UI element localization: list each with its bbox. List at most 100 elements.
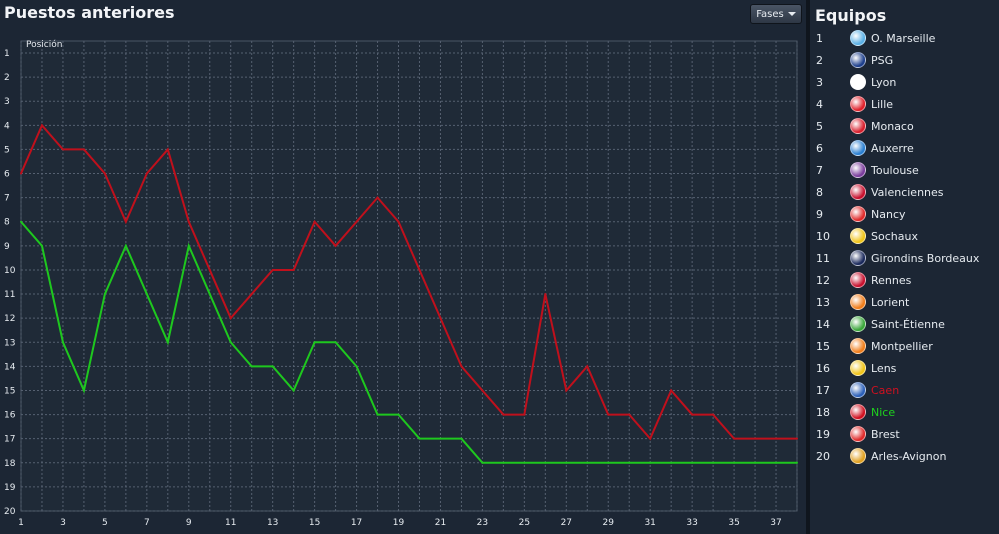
team-row[interactable]: 3 Lyon xyxy=(810,71,999,93)
team-crest-icon xyxy=(850,448,866,464)
data-point xyxy=(145,293,148,296)
data-point xyxy=(586,365,589,368)
team-crest-icon xyxy=(850,140,866,156)
team-row[interactable]: 8 Valenciennes xyxy=(810,181,999,203)
team-row[interactable]: 20 Arles-Avignon xyxy=(810,445,999,467)
team-crest-icon xyxy=(850,316,866,332)
team-position: 3 xyxy=(816,75,823,89)
data-point xyxy=(439,437,442,440)
y-tick-label: 17 xyxy=(4,435,15,445)
data-point xyxy=(649,461,652,464)
x-tick-label: 5 xyxy=(102,518,108,528)
data-point xyxy=(124,220,127,223)
team-crest-icon xyxy=(850,184,866,200)
team-row[interactable]: 1 O. Marseille xyxy=(810,27,999,49)
team-name: Valenciennes xyxy=(871,185,944,199)
team-name: Brest xyxy=(871,427,900,441)
data-point xyxy=(124,244,127,247)
team-position: 12 xyxy=(816,273,830,287)
x-tick-label: 37 xyxy=(770,518,781,528)
y-tick-label: 3 xyxy=(4,97,10,107)
team-name: Girondins Bordeaux xyxy=(871,251,980,265)
x-tick-label: 13 xyxy=(267,518,278,528)
x-tick-label: 7 xyxy=(144,518,150,528)
plot-area xyxy=(20,40,798,512)
y-tick-label: 8 xyxy=(4,218,10,228)
team-name: PSG xyxy=(871,53,894,67)
team-row[interactable]: 10 Sochaux xyxy=(810,225,999,247)
team-row[interactable]: 2 PSG xyxy=(810,49,999,71)
team-row[interactable]: 7 Toulouse xyxy=(810,159,999,181)
team-row[interactable]: 18 Nice xyxy=(810,401,999,423)
team-crest-icon xyxy=(850,206,866,222)
data-point xyxy=(187,244,190,247)
team-position: 4 xyxy=(816,97,823,111)
team-name: Sochaux xyxy=(871,229,918,243)
data-point xyxy=(733,437,736,440)
data-point xyxy=(40,124,43,127)
team-row[interactable]: 16 Lens xyxy=(810,357,999,379)
data-point xyxy=(20,220,22,223)
y-tick-label: 10 xyxy=(4,266,16,276)
data-point xyxy=(712,413,715,416)
team-crest-icon xyxy=(850,294,866,310)
team-row[interactable]: 17 Caen xyxy=(810,379,999,401)
team-position: 9 xyxy=(816,207,823,221)
team-name: Saint-Étienne xyxy=(871,317,945,331)
fases-dropdown-button[interactable]: Fases xyxy=(750,4,802,24)
data-point xyxy=(565,389,568,392)
y-tick-label: 19 xyxy=(4,483,16,493)
x-tick-label: 23 xyxy=(477,518,488,528)
x-tick-label: 17 xyxy=(351,518,362,528)
x-tick-label: 31 xyxy=(644,518,655,528)
team-row[interactable]: 5 Monaco xyxy=(810,115,999,137)
team-row[interactable]: 15 Montpellier xyxy=(810,335,999,357)
data-point xyxy=(712,461,715,464)
data-point xyxy=(754,437,757,440)
team-name: O. Marseille xyxy=(871,31,936,45)
data-point xyxy=(103,172,106,175)
team-row[interactable]: 4 Lille xyxy=(810,93,999,115)
data-point xyxy=(166,341,169,344)
team-position: 19 xyxy=(816,427,830,441)
data-point xyxy=(544,293,547,296)
team-position: 1 xyxy=(816,31,823,45)
y-tick-label: 15 xyxy=(4,386,15,396)
team-name: Lens xyxy=(871,361,897,375)
position-chart: Posición12345678910111213141516171819201… xyxy=(4,39,798,528)
data-point xyxy=(20,172,22,175)
team-name: Rennes xyxy=(871,273,912,287)
team-crest-icon xyxy=(850,30,866,46)
team-row[interactable]: 9 Nancy xyxy=(810,203,999,225)
x-tick-label: 33 xyxy=(686,518,697,528)
team-position: 5 xyxy=(816,119,823,133)
y-tick-label: 20 xyxy=(4,507,16,517)
x-tick-label: 3 xyxy=(60,518,66,528)
x-tick-label: 19 xyxy=(393,518,405,528)
data-point xyxy=(40,244,43,247)
team-row[interactable]: 6 Auxerre xyxy=(810,137,999,159)
data-point xyxy=(229,341,232,344)
team-name: Nancy xyxy=(871,207,906,221)
positions-panel: Puestos anteriores Fases Posición 1 2 3 4 5 6 7… xyxy=(4,3,802,528)
x-tick-label: 1 xyxy=(18,518,24,528)
team-position: 15 xyxy=(816,339,830,353)
team-row[interactable]: 13 Lorient xyxy=(810,291,999,313)
data-point xyxy=(733,461,736,464)
data-point xyxy=(166,148,169,151)
team-name: Auxerre xyxy=(871,141,914,155)
team-name: Montpellier xyxy=(871,339,933,353)
data-point xyxy=(502,413,505,416)
team-row[interactable]: 14 Saint-Étienne xyxy=(810,313,999,335)
data-point xyxy=(628,413,631,416)
y-tick-label: 9 xyxy=(4,242,10,252)
y-tick-label: 7 xyxy=(4,194,10,204)
team-row[interactable]: 19 Brest xyxy=(810,423,999,445)
team-row[interactable]: 12 Rennes xyxy=(810,269,999,291)
team-row[interactable]: 11 Girondins Bordeaux xyxy=(810,247,999,269)
team-position: 14 xyxy=(816,317,830,331)
y-tick-label: 13 xyxy=(4,338,15,348)
data-point xyxy=(439,317,442,320)
data-point xyxy=(418,437,421,440)
fases-label: Fases xyxy=(756,8,784,20)
